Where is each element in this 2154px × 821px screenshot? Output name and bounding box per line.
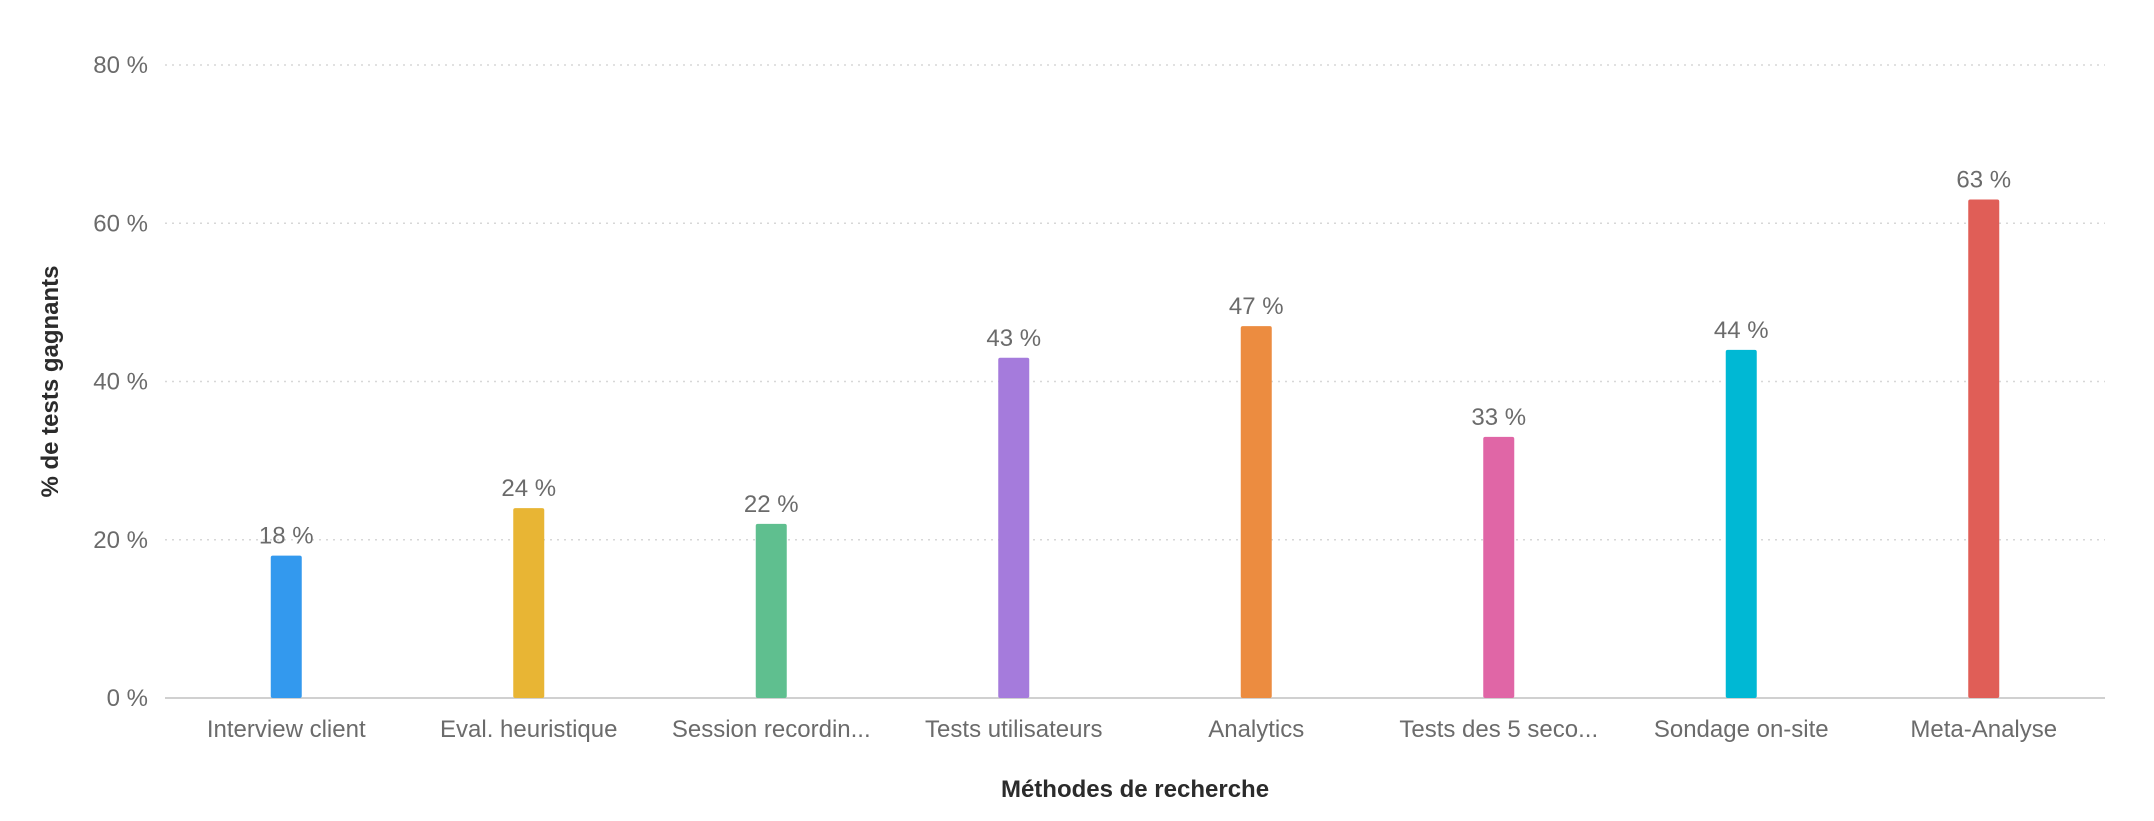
data-label: 47 % <box>1229 293 1284 320</box>
bar[interactable] <box>270 555 302 698</box>
bar[interactable] <box>1483 436 1515 698</box>
data-label: 43 % <box>986 325 1041 352</box>
x-tick-label: Session recordin... <box>672 716 871 743</box>
y-tick-label: 20 % <box>93 527 148 554</box>
x-tick-label: Eval. heuristique <box>440 716 617 743</box>
y-tick-label: 60 % <box>93 210 148 237</box>
x-tick-label: Interview client <box>207 716 366 743</box>
data-label: 44 % <box>1714 317 1769 344</box>
y-tick-label: 40 % <box>93 369 148 396</box>
x-tick-label: Tests utilisateurs <box>925 716 1102 743</box>
y-tick-label: 80 % <box>93 52 148 79</box>
x-tick-label: Tests des 5 seco... <box>1399 716 1598 743</box>
data-label: 24 % <box>501 475 556 502</box>
x-axis-title: Méthodes de recherche <box>1001 776 1269 803</box>
gridlines <box>165 64 2105 541</box>
y-tick-label: 0 % <box>107 685 148 712</box>
data-labels: 18 % 24 % 22 % 43 % 47 % 33 % 44 % 63 % <box>259 167 2011 550</box>
bar[interactable] <box>513 508 545 698</box>
bar[interactable] <box>1725 349 1757 698</box>
y-axis-ticks: 0 % 20 % 40 % 60 % 80 % <box>93 52 148 712</box>
bar[interactable] <box>755 523 787 698</box>
data-label: 63 % <box>1956 167 2011 194</box>
x-tick-label: Meta-Analyse <box>1910 716 2057 743</box>
x-tick-label: Analytics <box>1208 716 1304 743</box>
bars <box>270 199 2000 698</box>
data-label: 22 % <box>744 491 799 518</box>
bar[interactable] <box>1968 199 2000 698</box>
data-label: 18 % <box>259 523 314 550</box>
y-axis-title: % de tests gagnants <box>37 265 64 497</box>
x-tick-label: Sondage on-site <box>1654 716 1829 743</box>
x-axis-categories: Interview client Eval. heuristique Session… <box>207 716 2057 743</box>
data-label: 33 % <box>1471 404 1526 431</box>
bar[interactable] <box>1240 326 1272 698</box>
bar[interactable] <box>998 357 1030 698</box>
